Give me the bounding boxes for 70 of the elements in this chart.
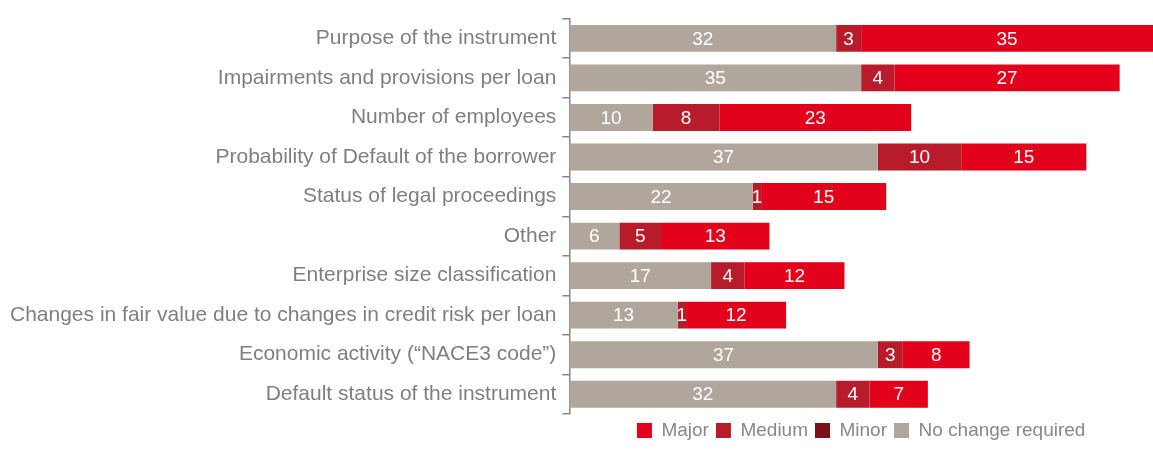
y-tick-label: Enterprise size classification [292, 262, 557, 286]
bar [869, 380, 928, 408]
data-label: 13 [704, 225, 726, 247]
bar [719, 104, 912, 131]
data-label: 22 [650, 185, 672, 207]
data-label: 32 [692, 383, 714, 405]
data-label: 4 [847, 383, 859, 405]
bar [652, 104, 720, 131]
bar [569, 143, 878, 171]
bar [569, 24, 837, 52]
y-tick-label: Changes in fair value due to changes in credit risk per loan [9, 301, 557, 325]
bar [619, 222, 662, 250]
data-label: 4 [872, 67, 884, 89]
bar [861, 24, 1153, 52]
data-label: 23 [804, 106, 826, 128]
bar [861, 64, 895, 92]
data-label: 8 [930, 343, 942, 365]
bar [744, 262, 845, 290]
bar [569, 222, 620, 250]
bar [836, 380, 870, 408]
data-label: 5 [634, 225, 646, 247]
data-label: 10 [908, 146, 931, 168]
data-label: 37 [713, 343, 735, 365]
bar [569, 380, 837, 408]
bar [569, 104, 653, 131]
data-label: 15 [1013, 146, 1035, 168]
data-label: 12 [783, 264, 806, 286]
data-label: 12 [725, 304, 747, 326]
y-tick-label: Default status of the instrument [265, 381, 557, 405]
data-label: 3 [843, 27, 854, 49]
bar [569, 64, 862, 92]
data-label: 13 [612, 304, 635, 326]
data-label: 10 [600, 106, 622, 128]
y-tick-label: Status of legal proceedings [302, 183, 557, 207]
bar [686, 301, 787, 329]
bar [877, 143, 962, 171]
data-label: 6 [589, 225, 600, 247]
bar [761, 183, 887, 210]
data-label: 15 [813, 185, 835, 207]
data-label: 17 [629, 264, 651, 286]
y-tick-label: Probability of Default of the borrower [215, 143, 557, 167]
data-label: 1 [676, 304, 688, 326]
y-tick-label: Economic activity (“NACE3 code”) [238, 341, 557, 365]
bar [569, 183, 753, 210]
bar [569, 262, 712, 290]
y-tick-label: Impairments and provisions per loan [217, 64, 557, 88]
y-tick-label: Other [503, 222, 557, 246]
bar [902, 341, 970, 369]
y-tick-label: Number of employees [350, 104, 557, 128]
data-label: 37 [713, 146, 735, 168]
bar [661, 222, 770, 250]
data-label: 4 [722, 264, 734, 286]
legend-label: No change required [918, 418, 1086, 440]
legend-label: Medium [740, 418, 808, 440]
data-label: 7 [893, 383, 904, 405]
data-label: 35 [704, 67, 726, 89]
bar [569, 301, 678, 329]
legend-label: Minor [839, 418, 888, 440]
data-label: 3 [885, 343, 896, 365]
data-label: 1 [751, 185, 763, 207]
bar [961, 143, 1087, 171]
bar [711, 262, 745, 290]
y-tick-label: Purpose of the instrument [315, 25, 557, 49]
data-label: 27 [996, 67, 1018, 89]
data-label: 32 [692, 27, 714, 49]
bar [894, 64, 1120, 92]
legend-label: Major [661, 418, 710, 440]
data-label: 8 [680, 106, 692, 128]
data-label: 35 [996, 27, 1018, 49]
bar [569, 341, 878, 369]
